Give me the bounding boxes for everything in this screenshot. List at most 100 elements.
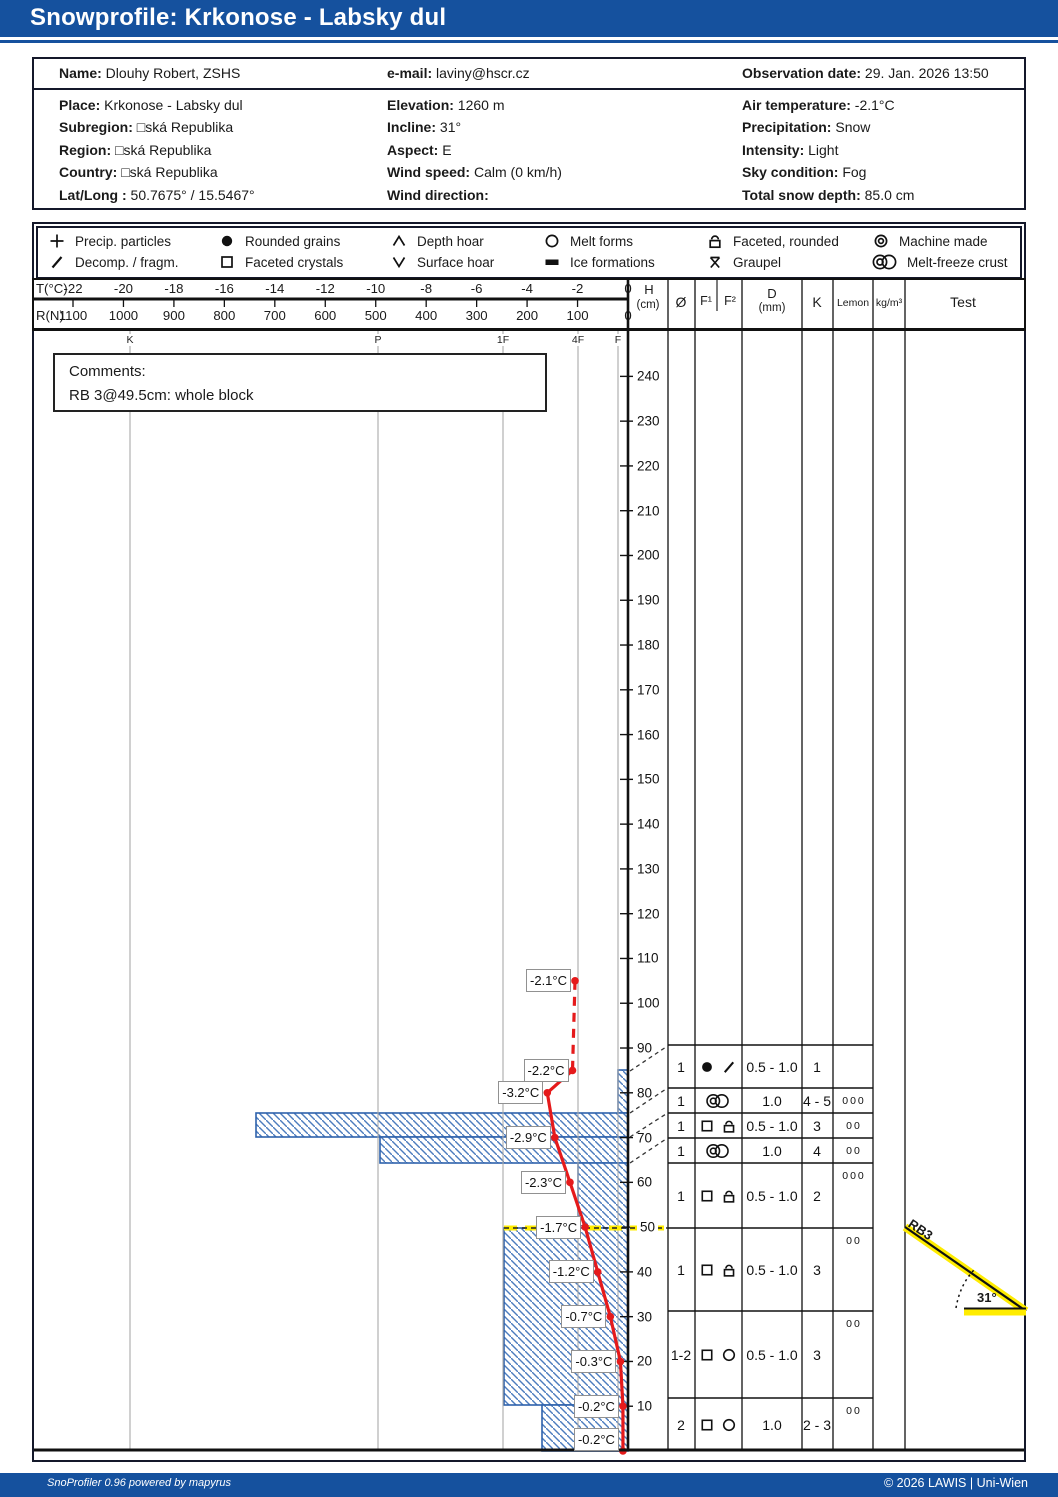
col-header-density: kg/m³ [875,297,903,309]
FCxr-grain-icon [723,1190,735,1203]
legend-label: Surface hoar [417,254,495,270]
legend-item: Faceted crystals [218,252,343,272]
temperature-label: -2.1°C [526,969,572,993]
RG-grain-icon [702,1061,712,1072]
info-field: Country: □ská Republika [59,164,218,181]
depth-tick-label: 20 [637,1353,653,1369]
layer-grain-symbols [699,1187,738,1204]
FC-grain-icon [701,1189,713,1202]
layer-diameter-cell: 0.5 - 1.0 [746,1187,798,1204]
MF-grain-icon [722,1348,736,1361]
info-field: Name: Dlouhy Robert, ZSHS [59,65,241,81]
legend-item: Depth hoar [390,231,484,251]
ram-tick-label: 200 [516,308,539,323]
MM-grain-icon [874,234,888,248]
title-divider [0,40,1058,43]
depth-tick-label: 150 [637,771,660,787]
layer-diameter-cell: 0.5 - 1.0 [746,1117,798,1134]
ram-tick-label: 500 [364,308,387,323]
layer-grain-symbols [699,1346,738,1363]
col-header-d-unit: (mm) [758,302,786,314]
temperature-label: -2.3°C [520,1170,566,1194]
ram-tick-label: 400 [415,308,438,323]
layer-diameter-cell: 0.5 - 1.0 [746,1261,798,1278]
PP-grain-icon [50,234,64,248]
GP-grain-icon [709,256,721,269]
legend-item: Melt-freeze crust [872,252,1008,272]
depth-tick-label: 60 [637,1174,653,1190]
comments-box: Comments: RB 3@49.5cm: whole block [53,353,547,412]
temperature-label: -1.2°C [548,1260,594,1284]
depth-tick-label: 10 [637,1398,653,1414]
depth-tick-label: 230 [637,413,660,429]
layer-size-cell: 2 [677,1416,685,1433]
temp-tick-label: -16 [214,281,234,296]
hand-hardness-mark: K [125,334,135,346]
info-field: e-mail: laviny@hscr.cz [387,65,530,81]
layer-size-cell: 1 [677,1117,685,1134]
ram-tick-label: 800 [213,308,236,323]
legend-item: Precip. particles [48,231,171,251]
ram-tick-label: 300 [465,308,488,323]
temp-tick-label: -14 [265,281,285,296]
FCxr-grain-icon [723,1120,735,1133]
layer-grain-symbols [699,1117,738,1134]
layer-diameter-cell: 0.5 - 1.0 [746,1346,798,1363]
temperature-label: -0.3°C [571,1349,617,1373]
layer-size-cell: 1 [677,1092,685,1109]
legend-label: Precip. particles [75,233,172,249]
legend-label: Faceted crystals [245,254,344,270]
info-field: Lat/Long : 50.7675° / 15.5467° [59,186,255,203]
legend-item: Faceted, rounded [706,231,839,251]
depth-tick-label: 140 [637,816,660,832]
hand-hardness-mark: 1F [495,334,511,346]
layer-size-cell: 1 [677,1142,685,1159]
ram-tick-label: 1000 [108,308,139,323]
title-bar: Snowprofile: Krkonose - Labsky dul [0,0,1058,37]
RG-grain-icon [221,235,233,247]
FC-grain-icon [221,256,233,268]
temp-tick-label: -18 [164,281,184,296]
layer-grain-symbols [705,1142,731,1159]
footer-bar: SnoProfiler 0.96 powered by mapyrus © 20… [0,1473,1058,1497]
layer-k-cell: 4 [813,1142,821,1159]
depth-tick-label: 130 [637,861,660,877]
FC-grain-icon [701,1119,713,1132]
MFcr-grain-icon [706,1143,729,1158]
layer-size-cell: 1 [677,1261,685,1278]
FC-grain-icon [701,1418,713,1431]
FCxr-grain-icon [723,1264,735,1277]
layer-k-cell: 3 [813,1261,821,1278]
depth-tick-label: 100 [637,995,660,1011]
temp-tick-label: -20 [113,281,133,296]
info-field: Place: Krkonose - Labsky dul [59,97,243,113]
depth-tick-label: 50 [637,1218,659,1236]
layer-k-cell: 2 [813,1187,821,1204]
MFcr-grain-icon [872,254,897,270]
depth-tick-label: 40 [637,1264,653,1280]
col-header-f1: F¹ [700,294,712,308]
footer-app-credit: SnoProfiler 0.96 powered by mapyrus [47,1477,232,1489]
info-field: Sky condition: Fog [742,164,867,181]
ram-tick-label: 700 [263,308,286,323]
layer-size-cell: 1 [677,1187,685,1204]
depth-tick-label: 240 [637,368,660,384]
layer-size-cell: 1 [677,1058,685,1075]
layer-diameter-cell: 1.0 [762,1416,782,1433]
depth-tick-label: 70 [637,1130,653,1146]
layer-k-cell: 1 [813,1058,821,1075]
col-header-f2: F² [724,294,736,308]
col-header-k: K [812,294,822,310]
info-field: Air temperature: -2.1°C [742,97,895,113]
legend-label: Decomp. / fragm. [75,254,179,270]
ram-tick-label: 900 [162,308,185,323]
ram-tick-label: 600 [314,308,337,323]
info-field: Region: □ská Republika [59,141,212,158]
depth-tick-label: 210 [637,503,660,519]
depth-tick-label: 200 [637,547,660,563]
layer-grain-symbols [699,1416,738,1433]
FC-grain-icon [701,1263,713,1276]
legend-item: Melt forms [543,231,633,251]
temperature-label: -0.7°C [561,1305,607,1329]
